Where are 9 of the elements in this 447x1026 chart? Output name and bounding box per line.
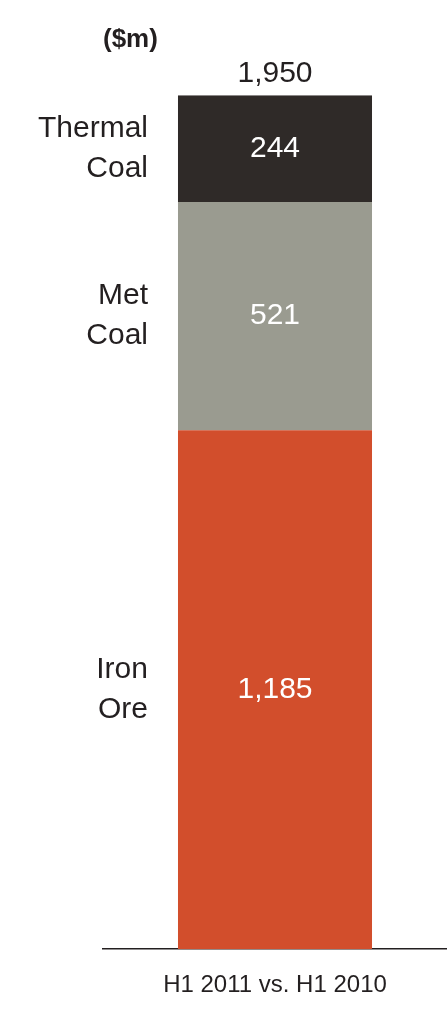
series-label: Iron Ore [96, 650, 148, 724]
x-tick-label: H1 2011 vs. H1 2010 [163, 970, 387, 998]
total-label: 1,950 [237, 55, 313, 89]
series-label: Met Coal [86, 277, 149, 351]
series-label: Thermal Coal [37, 109, 148, 183]
data-label: 1,185 [237, 670, 313, 704]
chart-title: ($m) [103, 22, 158, 53]
data-label: 521 [249, 297, 301, 331]
data-label: 244 [249, 129, 301, 163]
